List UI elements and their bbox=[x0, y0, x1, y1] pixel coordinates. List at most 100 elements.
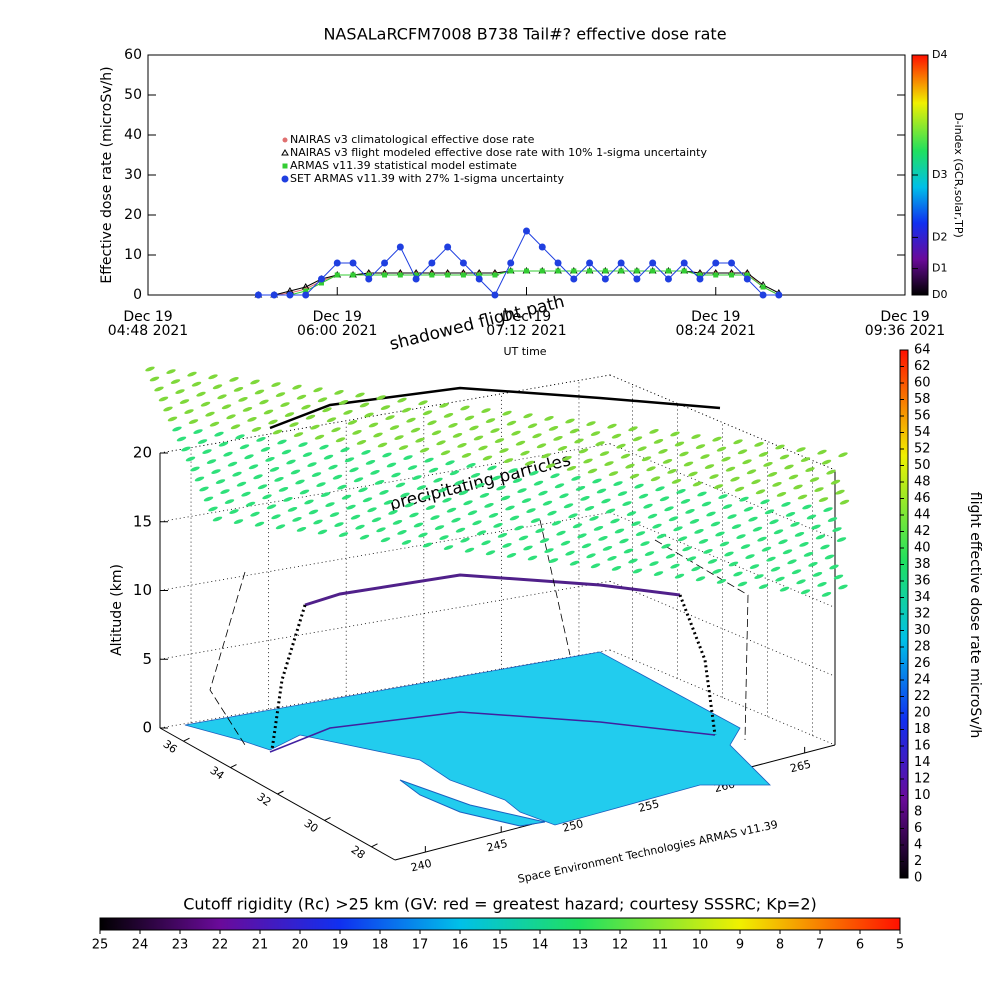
colorbar-tick-label: 19 bbox=[332, 938, 349, 953]
particle bbox=[724, 551, 734, 557]
particle bbox=[265, 456, 275, 462]
point bbox=[428, 259, 436, 267]
particle bbox=[550, 473, 560, 479]
point bbox=[508, 268, 514, 274]
particle bbox=[485, 550, 496, 556]
particle bbox=[761, 546, 772, 552]
credit: Space Environment Technologies ARMAS v11… bbox=[517, 818, 779, 886]
particle bbox=[544, 415, 554, 421]
particle bbox=[472, 520, 482, 526]
particle bbox=[779, 586, 790, 592]
particle bbox=[506, 420, 517, 426]
legend-label: ARMAS v11.39 statistical model estimate bbox=[290, 159, 517, 172]
particle bbox=[280, 402, 290, 408]
particle bbox=[154, 386, 164, 392]
particle bbox=[458, 490, 469, 496]
particle bbox=[452, 432, 463, 438]
particle bbox=[737, 449, 748, 455]
particle bbox=[313, 519, 323, 525]
particle bbox=[295, 479, 305, 485]
y-tick-label: 34 bbox=[208, 764, 227, 783]
particle bbox=[634, 483, 644, 489]
particle bbox=[202, 449, 212, 455]
particle bbox=[425, 505, 436, 511]
particle bbox=[439, 535, 449, 541]
particle bbox=[241, 491, 251, 497]
point bbox=[412, 275, 420, 283]
particle bbox=[784, 464, 794, 470]
series-line bbox=[258, 230, 779, 296]
particle bbox=[275, 524, 286, 530]
particle bbox=[593, 525, 604, 531]
particle bbox=[322, 407, 332, 413]
particle bbox=[614, 528, 625, 534]
particle bbox=[563, 503, 574, 509]
colorbar-tick-label: 16 bbox=[914, 739, 931, 754]
particle bbox=[446, 507, 457, 513]
particle bbox=[814, 487, 824, 493]
particle bbox=[716, 578, 727, 584]
particle bbox=[334, 389, 344, 395]
particle bbox=[226, 414, 236, 420]
particle bbox=[167, 416, 178, 422]
colorbar-tick-label: 22 bbox=[914, 689, 931, 704]
series-line bbox=[258, 270, 780, 296]
point bbox=[317, 275, 325, 283]
particle bbox=[538, 490, 548, 496]
particle bbox=[286, 459, 296, 465]
particle bbox=[697, 491, 707, 497]
particle bbox=[590, 563, 601, 569]
particle bbox=[722, 504, 733, 510]
particle bbox=[562, 455, 572, 461]
axis-line bbox=[159, 727, 396, 861]
particle bbox=[670, 563, 680, 569]
point bbox=[382, 272, 388, 278]
particle bbox=[478, 445, 488, 451]
x-tick-label: 265 bbox=[789, 758, 813, 776]
point bbox=[397, 272, 403, 278]
colorbar-tick-label: 52 bbox=[914, 442, 931, 457]
particle bbox=[194, 476, 205, 482]
particle bbox=[659, 496, 670, 502]
point bbox=[664, 275, 672, 283]
colorbar-tick-label: 62 bbox=[914, 359, 931, 374]
particle bbox=[499, 448, 509, 454]
particle bbox=[292, 384, 302, 390]
particle bbox=[470, 472, 481, 478]
particle bbox=[149, 376, 160, 382]
particle bbox=[176, 436, 187, 442]
particle bbox=[712, 568, 722, 574]
legend-label: NAIRAS v3 flight modeled effective dose … bbox=[290, 146, 707, 159]
colorbar-tick-label: 12 bbox=[914, 772, 931, 787]
particle bbox=[586, 421, 596, 427]
particle bbox=[209, 421, 220, 427]
particle bbox=[707, 558, 718, 564]
particle bbox=[740, 544, 751, 550]
coast bbox=[399, 779, 546, 827]
z-tick-label: 5 bbox=[142, 650, 152, 668]
particle bbox=[779, 454, 790, 460]
particle bbox=[179, 399, 190, 405]
particle bbox=[208, 374, 218, 380]
particle bbox=[398, 445, 409, 451]
particle bbox=[275, 392, 286, 398]
particle bbox=[611, 565, 622, 571]
particle bbox=[604, 461, 614, 467]
particle bbox=[800, 457, 811, 463]
particle bbox=[242, 406, 253, 412]
particle bbox=[716, 446, 727, 452]
particle bbox=[691, 566, 701, 572]
point bbox=[524, 268, 529, 274]
y-tick-label: 60 bbox=[124, 47, 142, 63]
particle bbox=[233, 386, 244, 392]
particle bbox=[238, 396, 248, 402]
particle bbox=[403, 455, 413, 461]
particle bbox=[725, 466, 736, 472]
point bbox=[744, 272, 750, 278]
particle bbox=[506, 552, 517, 558]
colorbar-tick-label: 22 bbox=[212, 938, 229, 953]
particle bbox=[758, 584, 769, 590]
colorbar-tick-label: 34 bbox=[914, 590, 931, 605]
particle bbox=[448, 422, 458, 428]
particle bbox=[686, 556, 697, 562]
